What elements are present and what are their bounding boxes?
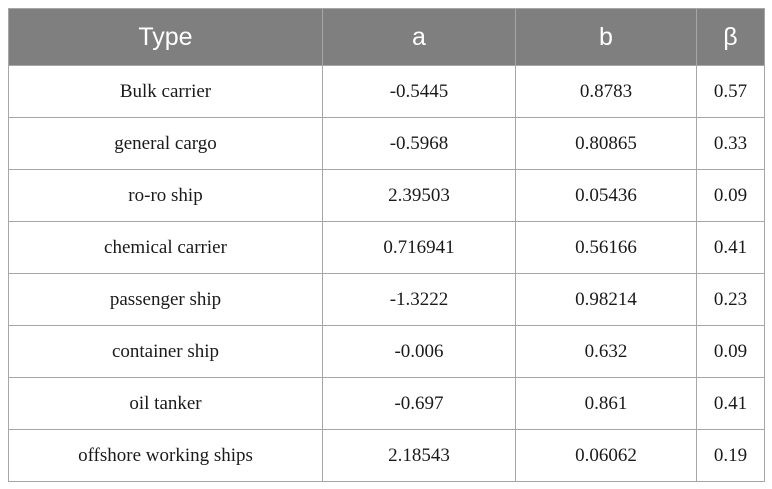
header-type: Type xyxy=(8,8,323,66)
cell-type: passenger ship xyxy=(8,273,323,326)
cell-b: 0.56166 xyxy=(515,221,697,274)
cell-a: 2.18543 xyxy=(322,429,516,482)
cell-beta: 0.57 xyxy=(696,65,765,118)
cell-type: general cargo xyxy=(8,117,323,170)
table-body: Bulk carrier -0.5445 0.8783 0.57 general… xyxy=(8,65,765,482)
cell-a: -1.3222 xyxy=(322,273,516,326)
cell-a: 0.716941 xyxy=(322,221,516,274)
cell-a: -0.5445 xyxy=(322,65,516,118)
cell-type: chemical carrier xyxy=(8,221,323,274)
table-header: Type a b β xyxy=(8,8,765,66)
cell-type: offshore working ships xyxy=(8,429,323,482)
cell-b: 0.80865 xyxy=(515,117,697,170)
cell-beta: 0.33 xyxy=(696,117,765,170)
header-a: a xyxy=(322,8,516,66)
table-row: Bulk carrier -0.5445 0.8783 0.57 xyxy=(8,65,765,118)
header-beta: β xyxy=(696,8,765,66)
table-row: ro-ro ship 2.39503 0.05436 0.09 xyxy=(8,169,765,222)
cell-type: oil tanker xyxy=(8,377,323,430)
header-b: b xyxy=(515,8,697,66)
table-row: oil tanker -0.697 0.861 0.41 xyxy=(8,377,765,430)
cell-b: 0.05436 xyxy=(515,169,697,222)
cell-b: 0.06062 xyxy=(515,429,697,482)
cell-a: -0.006 xyxy=(322,325,516,378)
header-row: Type a b β xyxy=(8,8,765,66)
data-table-container: Type a b β Bulk carrier -0.5445 0.8783 0… xyxy=(8,8,765,482)
table-row: offshore working ships 2.18543 0.06062 0… xyxy=(8,429,765,482)
cell-b: 0.8783 xyxy=(515,65,697,118)
coefficients-table: Type a b β Bulk carrier -0.5445 0.8783 0… xyxy=(8,8,765,482)
cell-b: 0.861 xyxy=(515,377,697,430)
cell-beta: 0.23 xyxy=(696,273,765,326)
table-row: general cargo -0.5968 0.80865 0.33 xyxy=(8,117,765,170)
cell-a: -0.5968 xyxy=(322,117,516,170)
cell-type: Bulk carrier xyxy=(8,65,323,118)
cell-a: -0.697 xyxy=(322,377,516,430)
table-row: passenger ship -1.3222 0.98214 0.23 xyxy=(8,273,765,326)
cell-beta: 0.41 xyxy=(696,221,765,274)
cell-a: 2.39503 xyxy=(322,169,516,222)
cell-beta: 0.09 xyxy=(696,169,765,222)
cell-beta: 0.09 xyxy=(696,325,765,378)
cell-b: 0.632 xyxy=(515,325,697,378)
cell-beta: 0.19 xyxy=(696,429,765,482)
cell-b: 0.98214 xyxy=(515,273,697,326)
cell-type: ro-ro ship xyxy=(8,169,323,222)
table-row: chemical carrier 0.716941 0.56166 0.41 xyxy=(8,221,765,274)
cell-beta: 0.41 xyxy=(696,377,765,430)
table-row: container ship -0.006 0.632 0.09 xyxy=(8,325,765,378)
cell-type: container ship xyxy=(8,325,323,378)
